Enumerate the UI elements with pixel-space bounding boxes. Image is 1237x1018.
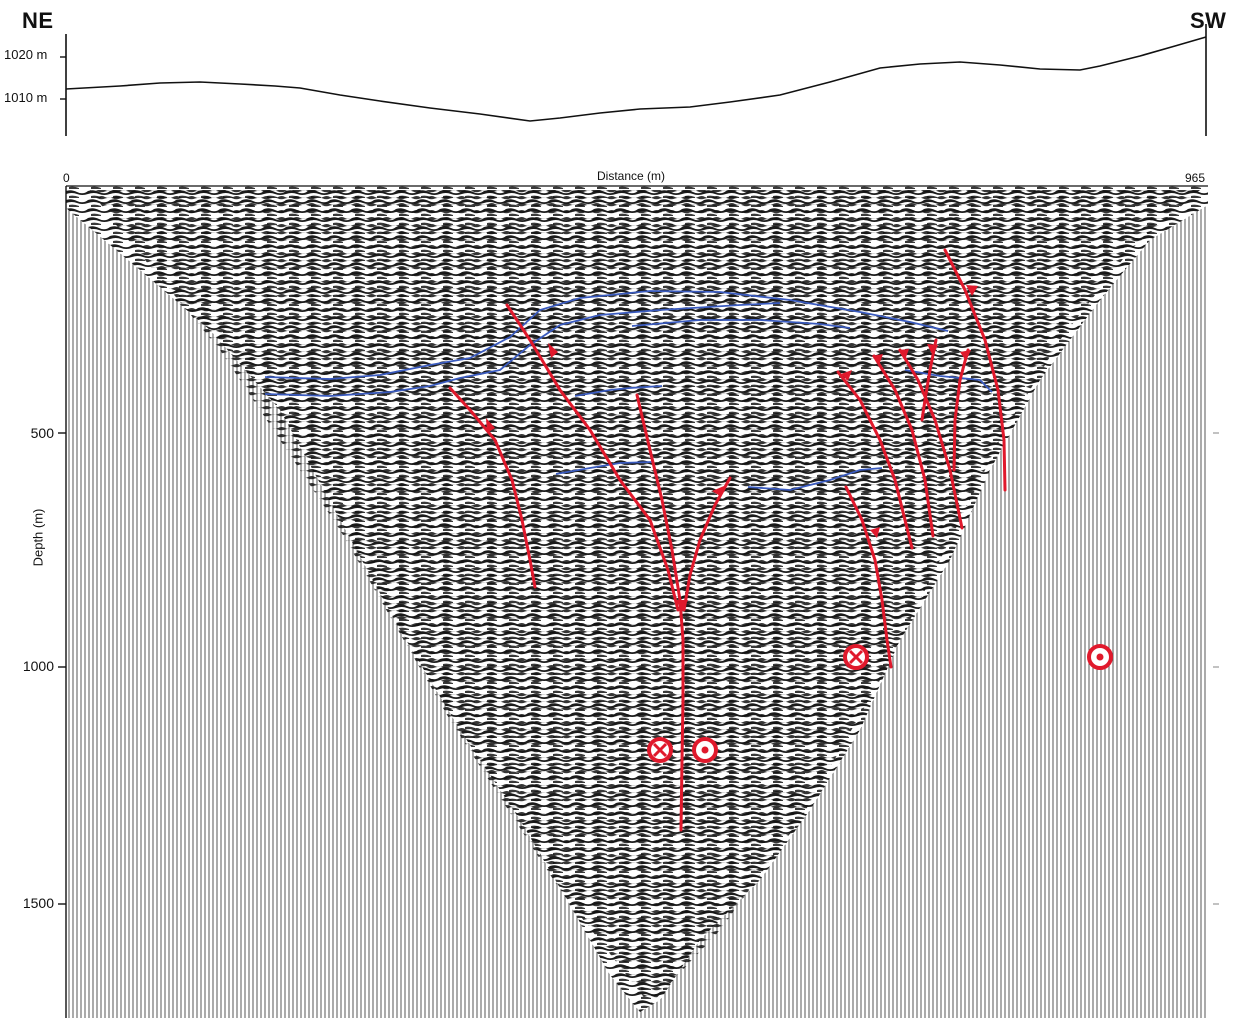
- fault-arrows: [486, 285, 978, 612]
- fault-line: [836, 370, 914, 550]
- horizon-line: [264, 290, 949, 380]
- ne-direction-label: NE: [22, 8, 54, 33]
- fault-arrow: [712, 486, 724, 496]
- fault-arrow: [872, 354, 883, 365]
- depth-tick-1000: 1000: [22, 658, 54, 674]
- fault-line: [898, 348, 964, 530]
- into-page-symbols: [647, 644, 869, 763]
- fault-line: [943, 248, 1007, 492]
- fault-arrow: [966, 285, 978, 296]
- x-axis-end-label: 965: [1185, 171, 1206, 185]
- fault-arrow: [898, 349, 909, 360]
- into-page-symbol: [647, 737, 673, 763]
- horizons: [264, 290, 993, 491]
- fault-line: [952, 348, 970, 472]
- fault-arrow: [548, 343, 558, 358]
- fault-line: [448, 386, 537, 589]
- horizon-line: [631, 319, 851, 329]
- into-page-symbol: [843, 644, 869, 670]
- fault-arrow: [486, 418, 495, 433]
- fault-arrow: [927, 344, 938, 356]
- out-of-page-symbol: [1087, 644, 1113, 670]
- elevation-tick-1010: 1010 m: [4, 90, 48, 105]
- elevation-tick-1020: 1020 m: [4, 47, 48, 62]
- x-axis-start-label: 0: [63, 171, 70, 185]
- out-of-page-symbols: [692, 644, 1113, 763]
- depth-tick-500: 500: [30, 425, 54, 441]
- out-of-page-symbol: [692, 737, 718, 763]
- fault-line: [505, 303, 680, 612]
- fault-arrow: [841, 370, 852, 381]
- topography-profile: [60, 24, 1207, 136]
- depth-tick-1500: 1500: [22, 895, 54, 911]
- topography-line: [65, 36, 1207, 122]
- faults: [448, 248, 1007, 832]
- fault-arrow: [676, 600, 688, 612]
- fault-arrow: [870, 527, 880, 538]
- horizon-line: [555, 461, 653, 475]
- x-axis-title: Distance (m): [597, 169, 666, 183]
- fault-line: [844, 485, 893, 669]
- horizon-line: [574, 385, 663, 397]
- seismic-section: [58, 185, 1219, 1018]
- horizon-line: [747, 467, 883, 491]
- horizon-line: [264, 302, 781, 397]
- fault-arrow: [960, 350, 971, 361]
- sw-direction-label: SW: [1190, 8, 1227, 33]
- fault-line: [872, 354, 935, 538]
